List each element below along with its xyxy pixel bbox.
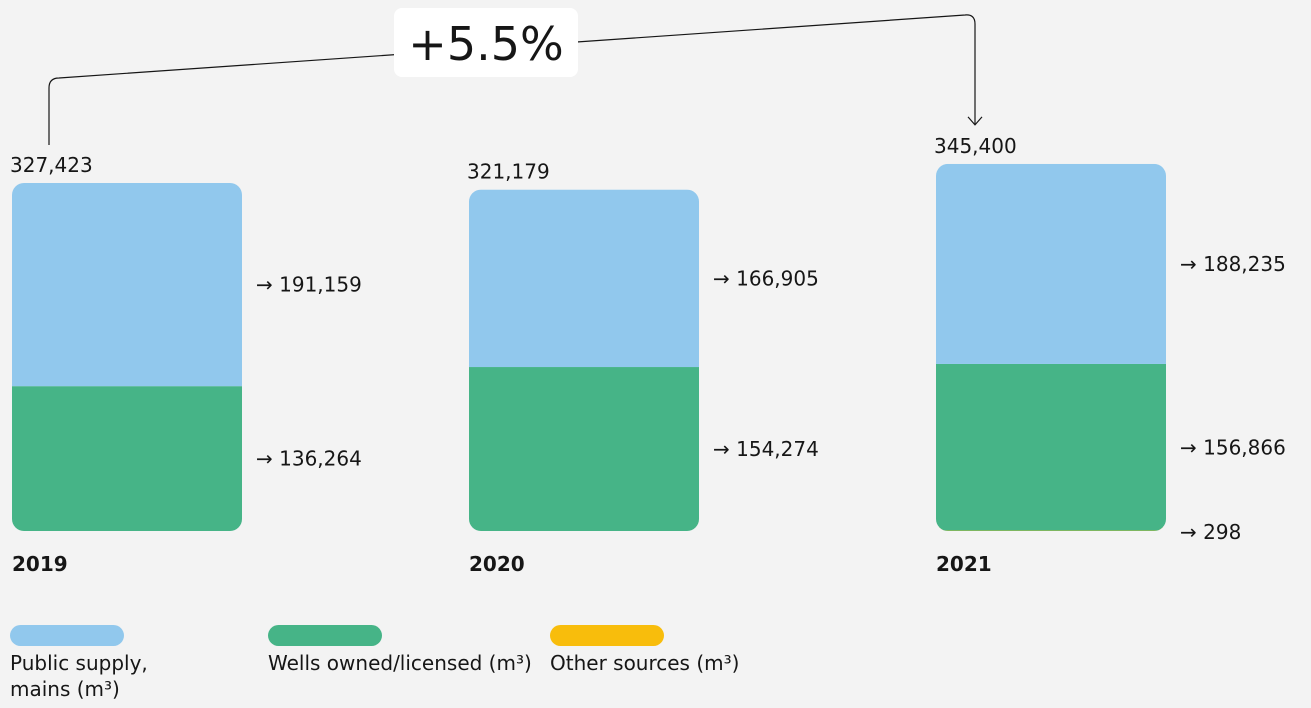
- category-label-2020: 2020: [469, 552, 525, 576]
- segment-label-public-supply-2019: → 191,159: [256, 273, 362, 297]
- change-arrow-icon: [967, 116, 983, 126]
- bar-segment-wells-2020: [469, 367, 699, 531]
- segment-label-wells-2021: → 156,866: [1180, 435, 1286, 459]
- bar-segment-public-supply-2019: [12, 183, 242, 387]
- legend-item-public-supply: Public supply, mains (m³): [10, 625, 210, 702]
- legend-label-other-sources: Other sources (m³): [550, 651, 740, 675]
- category-label-2021: 2021: [936, 552, 992, 576]
- total-label-2021: 345,400: [934, 134, 1017, 158]
- category-label-2019: 2019: [12, 552, 68, 576]
- segment-label-wells-2020: → 154,274: [713, 437, 819, 461]
- legend-item-other-sources: Other sources (m³): [550, 625, 810, 676]
- change-badge: [394, 8, 578, 77]
- total-label-2019: 327,423: [10, 153, 93, 177]
- legend-swatch-wells: [268, 625, 382, 646]
- legend-label-wells: Wells owned/licensed (m³): [268, 651, 532, 675]
- bar-segment-wells-2021: [936, 363, 1166, 531]
- bar-segment-wells-2019: [12, 386, 242, 531]
- legend-swatch-public-supply: [10, 625, 124, 646]
- segment-label-other-sources-2021: → 298: [1180, 520, 1241, 544]
- legend-item-wells: Wells owned/licensed (m³): [268, 625, 538, 676]
- segment-label-public-supply-2020: → 166,905: [713, 266, 819, 290]
- bar-segment-public-supply-2020: [469, 189, 699, 368]
- legend-label-public-supply: Public supply, mains (m³): [10, 651, 148, 701]
- segment-label-public-supply-2021: → 188,235: [1180, 252, 1286, 276]
- bar-segment-public-supply-2021: [936, 163, 1166, 364]
- segment-label-wells-2019: → 136,264: [256, 447, 362, 471]
- legend-swatch-other-sources: [550, 625, 664, 646]
- total-label-2020: 321,179: [467, 160, 550, 184]
- change-badge-text: +5.5%: [408, 17, 563, 71]
